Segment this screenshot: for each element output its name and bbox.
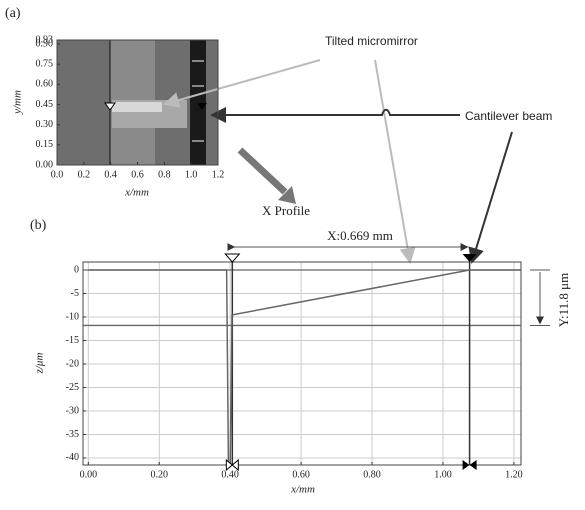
arrow bbox=[240, 150, 285, 192]
annotation: X:0.669 mm bbox=[327, 228, 393, 243]
x-tick-label: 1.20 bbox=[505, 469, 523, 480]
y-tick-label: -10 bbox=[66, 311, 79, 322]
x-tick-label: 0.40 bbox=[221, 469, 239, 480]
x-tick-label: 1.0 bbox=[185, 169, 198, 180]
y-tick-label: -15 bbox=[66, 335, 79, 346]
x-tick-label: 0.00 bbox=[80, 469, 98, 480]
panel-label: (a) bbox=[5, 6, 21, 21]
y-tick-label: 0.30 bbox=[36, 119, 54, 130]
y-label: z/μm bbox=[34, 353, 46, 375]
y-tick-label: -35 bbox=[66, 429, 79, 440]
y-tick-label: 0.00 bbox=[36, 159, 54, 170]
y-tick-label: 0 bbox=[74, 264, 79, 275]
y-tick-label: -25 bbox=[66, 382, 79, 393]
arrow bbox=[472, 132, 512, 262]
annotation: Y:11.8 μm bbox=[556, 273, 571, 327]
x-tick-label: 0.20 bbox=[151, 469, 169, 480]
y-tick-label: 0.45 bbox=[36, 99, 54, 110]
profile-line bbox=[88, 270, 521, 463]
annotation: Tilted micromirror bbox=[325, 34, 418, 48]
annotation: X Profile bbox=[262, 203, 310, 218]
x-label: x/mm bbox=[290, 484, 315, 496]
x-tick-label: 1.2 bbox=[212, 169, 225, 180]
arrow bbox=[212, 110, 460, 115]
cursor-marker bbox=[463, 254, 477, 262]
micro-image bbox=[57, 40, 218, 165]
x-label: x/mm bbox=[124, 187, 149, 199]
y-tick-label: -40 bbox=[66, 452, 79, 463]
y-tick-label: -5 bbox=[71, 288, 79, 299]
x-tick-label: 0.8 bbox=[158, 169, 171, 180]
x-tick-label: 1.00 bbox=[434, 469, 452, 480]
y-label: y/mm bbox=[12, 90, 24, 115]
y-tick-label: 0.15 bbox=[36, 139, 54, 150]
y-tick-label: -20 bbox=[66, 358, 79, 369]
cursor-marker bbox=[225, 254, 239, 262]
x-tick-label: 0.4 bbox=[104, 169, 117, 180]
x-tick-label: 0.80 bbox=[363, 469, 381, 480]
x-tick-label: 0.0 bbox=[51, 169, 64, 180]
panel-label: (b) bbox=[30, 218, 47, 233]
figure: (a) Tilted micromirror Cantilever beam X… bbox=[0, 0, 585, 505]
y-tick-label: 0.93 bbox=[36, 34, 54, 45]
annotation: Cantilever beam bbox=[465, 109, 552, 123]
x-tick-label: 0.60 bbox=[292, 469, 310, 480]
x-tick-label: 0.2 bbox=[78, 169, 91, 180]
y-tick-label: 0.60 bbox=[36, 79, 54, 90]
x-tick-label: 0.6 bbox=[131, 169, 144, 180]
y-tick-label: 0.75 bbox=[36, 58, 54, 69]
y-tick-label: -30 bbox=[66, 405, 79, 416]
